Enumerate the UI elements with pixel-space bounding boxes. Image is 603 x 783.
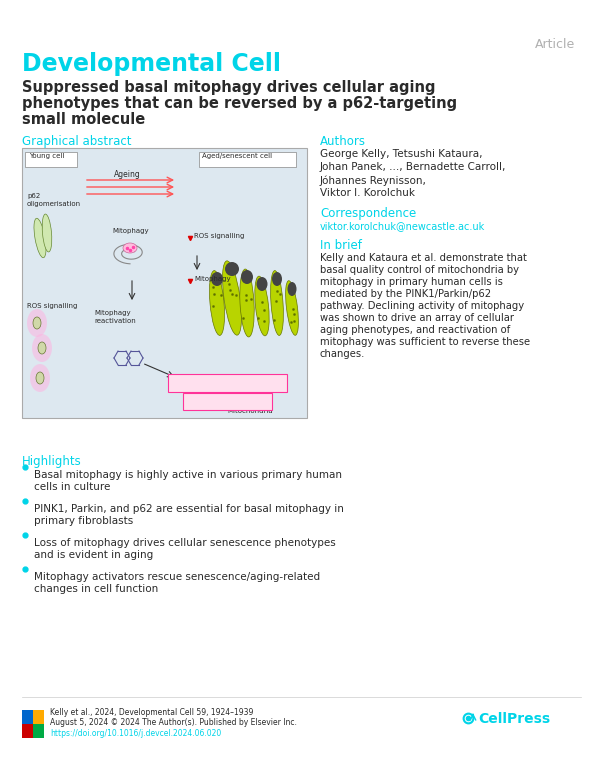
Ellipse shape <box>288 282 297 296</box>
Ellipse shape <box>225 262 239 276</box>
Text: Article: Article <box>535 38 575 51</box>
Text: In brief: In brief <box>320 239 362 252</box>
Text: Authors: Authors <box>320 135 366 148</box>
Ellipse shape <box>272 272 282 286</box>
FancyBboxPatch shape <box>183 393 272 410</box>
Ellipse shape <box>209 271 224 335</box>
Ellipse shape <box>34 218 46 258</box>
Text: oligomerisation: oligomerisation <box>27 201 81 207</box>
Text: changes.: changes. <box>320 349 365 359</box>
Ellipse shape <box>241 270 253 284</box>
Text: Mitophagy activators rescue senescence/aging-related: Mitophagy activators rescue senescence/a… <box>34 572 320 582</box>
Text: ROS signalling: ROS signalling <box>27 303 77 309</box>
Text: Loss of mitophagy drives cellular senescence phenotypes: Loss of mitophagy drives cellular senesc… <box>34 538 336 548</box>
Ellipse shape <box>240 269 254 337</box>
Bar <box>22 724 33 738</box>
Bar <box>33 710 44 724</box>
Ellipse shape <box>38 342 46 354</box>
Text: was shown to drive an array of cellular: was shown to drive an array of cellular <box>320 313 514 323</box>
Text: phenotypes that can be reversed by a p62-targeting: phenotypes that can be reversed by a p62… <box>22 96 457 111</box>
Text: changes in cell function: changes in cell function <box>34 584 158 594</box>
Text: Mitochondrial dysfunction: Mitochondrial dysfunction <box>172 380 263 386</box>
Text: mediated by the PINK1/Parkin/p62: mediated by the PINK1/Parkin/p62 <box>320 289 491 299</box>
Text: Highlights: Highlights <box>22 455 82 468</box>
Text: Mitophagy: Mitophagy <box>194 276 230 282</box>
Ellipse shape <box>271 271 283 335</box>
Text: August 5, 2024 © 2024 The Author(s). Published by Elsevier Inc.: August 5, 2024 © 2024 The Author(s). Pub… <box>50 718 297 727</box>
Text: Suppressed basal mitophagy drives cellular aging: Suppressed basal mitophagy drives cellul… <box>22 80 435 95</box>
Text: mitophagy in primary human cells is: mitophagy in primary human cells is <box>320 277 503 287</box>
Ellipse shape <box>27 309 47 337</box>
Text: and is evident in aging: and is evident in aging <box>34 550 153 560</box>
Text: Young cell: Young cell <box>29 153 65 159</box>
Ellipse shape <box>33 317 41 329</box>
FancyBboxPatch shape <box>25 152 77 167</box>
Text: Johan Panek, ..., Bernadette Carroll,: Johan Panek, ..., Bernadette Carroll, <box>320 162 507 172</box>
Text: Correspondence: Correspondence <box>320 207 416 220</box>
Text: PINK1, Parkin, and p62 are essential for basal mitophagy in: PINK1, Parkin, and p62 are essential for… <box>34 504 344 514</box>
Ellipse shape <box>255 276 269 336</box>
Text: Ageing: Ageing <box>113 170 140 179</box>
Ellipse shape <box>36 372 44 384</box>
Text: Inflammation: Inflammation <box>190 398 236 404</box>
FancyBboxPatch shape <box>168 374 287 392</box>
Text: George Kelly, Tetsushi Kataura,: George Kelly, Tetsushi Kataura, <box>320 149 482 159</box>
Text: Viktor I. Korolchuk: Viktor I. Korolchuk <box>320 188 415 198</box>
Text: basal quality control of mitochondria by: basal quality control of mitochondria by <box>320 265 519 275</box>
Text: CellPress: CellPress <box>478 712 550 726</box>
Ellipse shape <box>123 243 137 253</box>
Text: primary fibroblasts: primary fibroblasts <box>34 516 133 526</box>
Text: Jóhannes Reynisson,: Jóhannes Reynisson, <box>320 175 427 186</box>
Text: p62: p62 <box>27 193 40 199</box>
Ellipse shape <box>256 277 268 291</box>
Bar <box>22 710 33 724</box>
Text: pathway. Declining activity of mitophagy: pathway. Declining activity of mitophagy <box>320 301 524 311</box>
Text: Basal mitophagy is highly active in various primary human: Basal mitophagy is highly active in vari… <box>34 470 342 480</box>
Text: https://doi.org/10.1016/j.devcel.2024.06.020: https://doi.org/10.1016/j.devcel.2024.06… <box>50 729 221 738</box>
Text: Kelly et al., 2024, Developmental Cell 59, 1924–1939: Kelly et al., 2024, Developmental Cell 5… <box>50 708 253 717</box>
Ellipse shape <box>42 214 52 252</box>
Text: Graphical abstract: Graphical abstract <box>22 135 131 148</box>
Bar <box>33 724 44 738</box>
Text: Mitophagy: Mitophagy <box>112 228 148 234</box>
Text: Developmental Cell: Developmental Cell <box>22 52 281 76</box>
Text: Mitochondria: Mitochondria <box>227 408 273 414</box>
Ellipse shape <box>30 364 50 392</box>
Text: small molecule: small molecule <box>22 112 145 127</box>
Text: Aged/senescent cell: Aged/senescent cell <box>202 153 272 159</box>
Text: Kelly and Kataura et al. demonstrate that: Kelly and Kataura et al. demonstrate tha… <box>320 253 527 263</box>
Text: Mitophagy: Mitophagy <box>94 310 131 316</box>
Text: cells in culture: cells in culture <box>34 482 110 492</box>
Ellipse shape <box>211 272 223 286</box>
Text: mitophagy was sufficient to reverse these: mitophagy was sufficient to reverse thes… <box>320 337 530 347</box>
Ellipse shape <box>223 261 241 335</box>
Text: ROS signalling: ROS signalling <box>194 233 244 239</box>
Text: viktor.korolchuk@newcastle.ac.uk: viktor.korolchuk@newcastle.ac.uk <box>320 221 485 231</box>
Text: reactivation: reactivation <box>94 318 136 324</box>
Bar <box>22 148 307 418</box>
Ellipse shape <box>286 280 298 335</box>
Text: aging phenotypes, and reactivation of: aging phenotypes, and reactivation of <box>320 325 510 335</box>
Ellipse shape <box>32 334 52 362</box>
FancyBboxPatch shape <box>199 152 296 167</box>
